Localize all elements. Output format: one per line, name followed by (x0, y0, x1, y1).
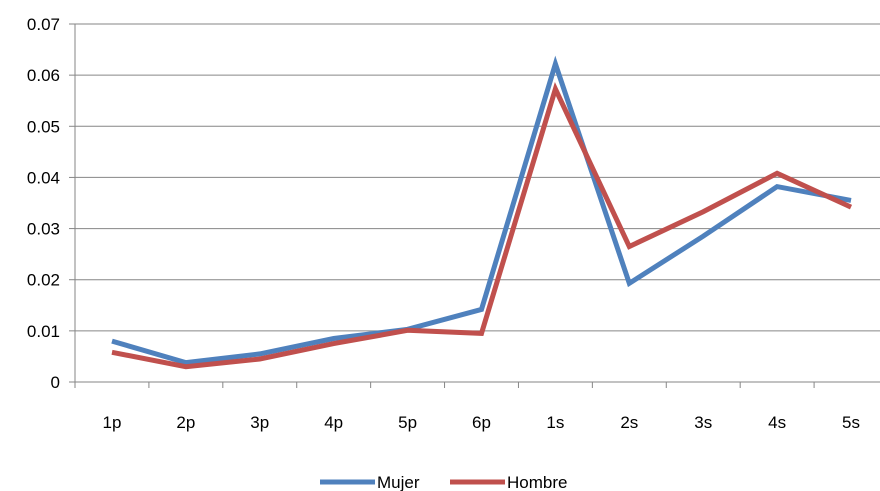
y-tick-label: 0.05 (27, 117, 60, 136)
y-tick-label: 0.06 (27, 66, 60, 85)
x-tick-label: 3s (694, 413, 712, 432)
x-tick-label: 6p (472, 413, 491, 432)
x-tick-label: 1s (546, 413, 564, 432)
legend: Mujer Hombre (320, 473, 567, 491)
x-tick-label: 4p (324, 413, 343, 432)
x-tick-label: 4s (768, 413, 786, 432)
gridlines (69, 23, 880, 388)
x-tick-label: 5s (842, 413, 860, 432)
y-tick-label: 0.03 (27, 220, 60, 239)
y-tick-label: 0.07 (27, 15, 60, 34)
legend-label-mujer: Mujer (377, 473, 420, 491)
x-tick-label: 1p (102, 413, 121, 432)
x-tick-label: 2p (176, 413, 195, 432)
series-line-hombre (111, 82, 853, 370)
y-tick-label: 0.01 (27, 322, 60, 341)
series-lines (111, 55, 853, 370)
y-tick-label: 0.04 (27, 168, 60, 187)
y-tick-label: 0 (51, 373, 60, 392)
y-tick-labels: 0 0.01 0.02 0.03 0.04 0.05 0.06 0.07 (27, 15, 60, 392)
legend-label-hombre: Hombre (507, 473, 567, 491)
x-tick-label: 2s (620, 413, 638, 432)
x-tick-label: 5p (398, 413, 417, 432)
axes (74, 24, 880, 383)
x-tick-labels: 1p 2p 3p 4p 5p 6p 1s 2s 3s 4s 5s (102, 413, 860, 432)
y-tick-label: 0.02 (27, 271, 60, 290)
x-tick-label: 3p (250, 413, 269, 432)
series-line-mujer (111, 55, 852, 366)
